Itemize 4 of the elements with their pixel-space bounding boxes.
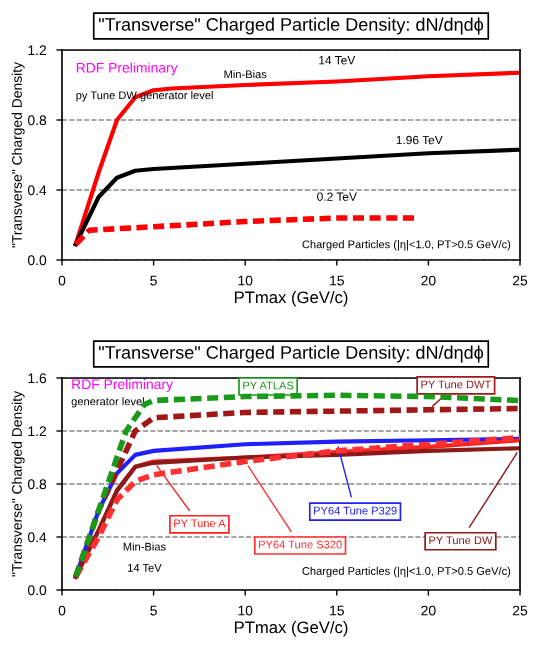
x-axis-title: PTmax (GeV/c) [234, 291, 348, 307]
x-axis-title: PTmax (GeV/c) [234, 621, 348, 637]
chart-title: "Transverse" Charged Particle Density: dN/dηdϕ [99, 345, 484, 363]
chart-title: "Transverse" Charged Particle Density: dN/dηdϕ [99, 17, 484, 35]
